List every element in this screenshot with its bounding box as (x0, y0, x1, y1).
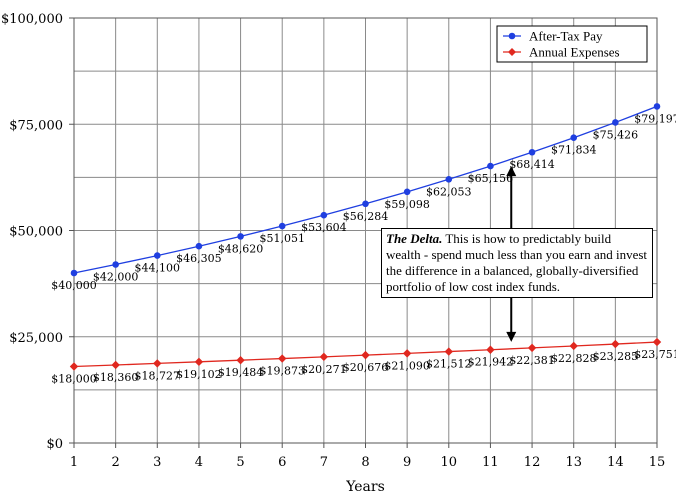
data-point (487, 162, 494, 170)
legend-marker (508, 32, 516, 40)
x-tick-label: 7 (320, 455, 328, 470)
data-label: $75,426 (593, 128, 639, 141)
data-label: $65,156 (468, 172, 514, 185)
delta-arrow-head-up (506, 166, 517, 177)
data-label: $59,098 (384, 198, 430, 211)
data-label: $71,834 (551, 144, 597, 157)
data-point (528, 148, 536, 156)
x-tick-label: 15 (649, 455, 666, 470)
x-tick-label: 10 (441, 455, 458, 470)
data-point (194, 357, 204, 367)
data-point (153, 359, 162, 368)
y-tick-label: $0 (46, 437, 63, 452)
x-tick-label: 1 (70, 455, 78, 470)
data-label: $40,000 (51, 279, 97, 292)
annotation-text: This is how to predictably build wealth … (386, 231, 648, 294)
legend-box (496, 25, 648, 63)
y-tick-label: $25,000 (9, 331, 63, 346)
data-point (361, 350, 370, 360)
data-point (153, 252, 161, 259)
data-label: $20,676 (343, 361, 389, 374)
delta-annotation: The Delta. This is how to predictably bu… (381, 228, 653, 298)
legend-label: After-Tax Pay (529, 29, 603, 44)
x-tick-label: 4 (195, 455, 203, 470)
data-label: $19,873 (259, 365, 305, 378)
data-point (611, 339, 620, 349)
data-labels: $40,000$42,000$44,100$46,305$48,620$51,0… (51, 112, 676, 385)
data-point (237, 233, 244, 240)
data-label: $44,100 (135, 262, 181, 275)
data-label: $20,271 (301, 363, 347, 376)
data-point (236, 355, 245, 365)
x-tick-label: 8 (361, 455, 369, 470)
data-label: $18,000 (51, 373, 97, 386)
y-axis-ticks: $0 $25,000 $50,000 $75,000 $100,000 (1, 12, 74, 452)
legend-label: Annual Expenses (529, 45, 620, 60)
data-point (278, 354, 287, 363)
x-tick-label: 14 (607, 455, 624, 470)
data-point (319, 352, 329, 362)
data-point (69, 362, 79, 371)
x-tick-label: 13 (565, 455, 582, 470)
data-point (653, 103, 661, 110)
data-label: $53,604 (301, 221, 347, 234)
data-label: $42,000 (93, 271, 139, 284)
data-label: $51,051 (259, 232, 305, 245)
data-label: $19,484 (218, 366, 264, 379)
data-point (612, 119, 619, 126)
data-label: $79,197 (634, 112, 676, 125)
data-point (111, 360, 120, 370)
series-layer (69, 103, 662, 371)
data-point (569, 341, 578, 351)
data-point (278, 222, 286, 230)
data-point (403, 188, 411, 196)
data-point (195, 242, 203, 250)
data-point (652, 337, 662, 347)
data-label: $56,284 (343, 210, 389, 223)
data-label: $21,942 (468, 356, 514, 369)
data-label: $19,102 (176, 368, 222, 381)
data-point (570, 134, 578, 142)
x-axis-ticks: 1 2 3 4 5 6 7 8 9 10 11 12 13 14 15 (70, 443, 665, 470)
data-label: $46,305 (176, 252, 222, 265)
x-tick-label: 2 (112, 455, 120, 470)
x-tick-label: 5 (236, 455, 244, 470)
data-label: $22,381 (509, 354, 555, 367)
x-tick-label: 9 (403, 455, 411, 470)
data-point (112, 261, 119, 268)
data-label: $21,090 (384, 359, 430, 372)
data-label: $18,360 (93, 371, 139, 384)
data-label: $23,751 (634, 348, 676, 361)
annotation-title: The Delta. (386, 231, 443, 246)
data-point (444, 347, 453, 356)
y-tick-label: $75,000 (9, 118, 63, 133)
data-label: $18,727 (135, 369, 181, 382)
y-tick-label: $50,000 (9, 225, 63, 240)
x-tick-label: 3 (153, 455, 161, 470)
x-tick-label: 11 (482, 455, 499, 470)
x-axis-title: Years (345, 479, 385, 495)
data-label: $48,620 (218, 242, 264, 255)
data-point (402, 349, 412, 358)
data-label: $68,414 (509, 158, 555, 171)
data-label: $21,512 (426, 358, 472, 371)
data-point (70, 269, 78, 277)
data-label: $62,053 (426, 185, 472, 198)
x-tick-label: 12 (524, 455, 541, 470)
legend-marker (508, 48, 516, 56)
y-tick-label: $100,000 (1, 12, 63, 27)
x-tick-label: 6 (278, 455, 286, 470)
delta-arrow-head-down (506, 331, 517, 342)
data-point (486, 345, 495, 354)
data-point (445, 175, 453, 183)
data-point (527, 343, 537, 353)
data-label: $22,828 (551, 352, 597, 365)
data-point (320, 211, 328, 219)
data-point (362, 200, 369, 208)
data-label: $23,285 (593, 350, 639, 363)
